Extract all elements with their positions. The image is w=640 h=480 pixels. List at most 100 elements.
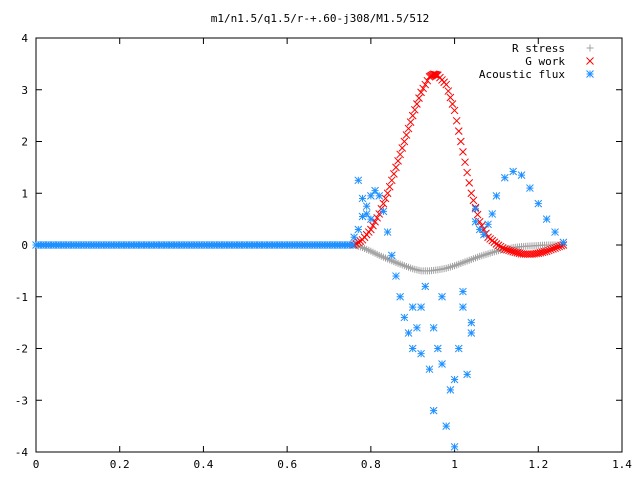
- data-point: [448, 100, 457, 108]
- data-point: [496, 242, 505, 251]
- data-point: [446, 386, 455, 394]
- data-point: [417, 88, 425, 97]
- data-point: [408, 344, 417, 353]
- data-point: [430, 70, 439, 79]
- series-acoustic-flux: [32, 167, 568, 451]
- data-point: [463, 370, 471, 379]
- data-point: [500, 245, 509, 253]
- x-tick-label: 1: [451, 458, 458, 471]
- data-point: [392, 272, 400, 280]
- data-point: [385, 182, 394, 191]
- data-point: [467, 189, 476, 198]
- data-point: [350, 233, 358, 242]
- data-point: [398, 144, 407, 152]
- data-point: [383, 189, 392, 198]
- data-point: [469, 196, 478, 205]
- data-point: [417, 349, 425, 358]
- legend-label: R stress: [512, 42, 565, 55]
- x-tick-label: 0.4: [193, 458, 213, 471]
- data-point: [446, 93, 455, 102]
- data-point: [517, 171, 526, 179]
- data-point: [408, 303, 417, 311]
- data-point: [408, 111, 417, 120]
- data-point: [387, 251, 396, 260]
- data-point: [442, 80, 451, 89]
- data-point: [544, 246, 553, 255]
- data-point: [394, 157, 402, 165]
- data-point: [459, 287, 467, 296]
- chart-title: m1/n1.5/q1.5/r-+.60-j308/M1.5/512: [211, 12, 430, 25]
- data-point: [381, 194, 390, 203]
- legend-label: Acoustic flux: [479, 68, 565, 81]
- data-point: [551, 244, 559, 252]
- data-point: [404, 124, 413, 133]
- data-point: [438, 292, 446, 301]
- data-point: [369, 221, 377, 230]
- legend-marker: [586, 57, 594, 65]
- data-point: [348, 241, 357, 249]
- series-r-stress: [350, 241, 567, 275]
- data-point: [354, 176, 363, 185]
- data-point: [526, 184, 534, 192]
- data-point: [438, 360, 446, 368]
- data-point: [503, 245, 511, 254]
- data-point: [375, 191, 384, 200]
- data-point: [429, 406, 438, 415]
- x-tick-label: 1.2: [528, 458, 548, 471]
- data-point: [431, 70, 440, 79]
- data-point: [362, 202, 371, 211]
- data-point: [475, 225, 484, 234]
- data-point: [559, 238, 568, 247]
- data-point: [542, 247, 551, 256]
- x-tick-label: 0.6: [277, 458, 297, 471]
- data-point: [379, 199, 388, 208]
- data-point: [421, 80, 430, 89]
- data-point: [367, 225, 375, 234]
- data-point: [415, 94, 423, 103]
- data-point: [551, 228, 559, 236]
- x-axis: 0 0.2 0.4 0.6 0.8 1 1.2 1.4: [33, 38, 632, 471]
- data-point: [467, 329, 476, 337]
- data-point: [383, 228, 392, 236]
- data-point: [500, 173, 509, 182]
- data-point: [467, 318, 476, 327]
- data-point: [429, 323, 438, 332]
- data-point: [433, 344, 442, 353]
- y-tick-label: 1: [21, 187, 28, 200]
- data-point: [540, 247, 549, 256]
- data-point: [400, 313, 409, 322]
- data-point: [417, 303, 425, 311]
- data-point: [396, 150, 405, 159]
- data-point: [450, 375, 459, 384]
- data-point: [402, 131, 411, 139]
- legend-label: G work: [525, 55, 565, 68]
- data-point: [488, 210, 497, 218]
- data-point: [373, 213, 381, 222]
- data-point: [413, 323, 421, 332]
- data-point: [494, 241, 503, 250]
- data-point: [392, 163, 400, 172]
- data-point: [442, 422, 451, 430]
- data-point: [358, 212, 367, 221]
- data-point: [387, 176, 396, 185]
- series-layer: [32, 70, 568, 451]
- data-point: [542, 215, 551, 223]
- data-point: [459, 303, 467, 311]
- data-point: [396, 292, 405, 301]
- data-point: [549, 245, 557, 253]
- data-point: [406, 118, 415, 126]
- data-point: [354, 238, 363, 247]
- y-tick-label: -4: [15, 446, 29, 459]
- data-point: [444, 87, 453, 95]
- x-tick-label: 0.8: [361, 458, 381, 471]
- data-point: [553, 243, 561, 252]
- series-g-work: [350, 70, 568, 259]
- data-point: [509, 167, 518, 176]
- x-tick-label: 0.2: [110, 458, 130, 471]
- y-tick-label: -2: [15, 343, 28, 356]
- data-point: [400, 137, 409, 146]
- data-point: [465, 179, 474, 187]
- y-tick-label: 4: [21, 32, 28, 45]
